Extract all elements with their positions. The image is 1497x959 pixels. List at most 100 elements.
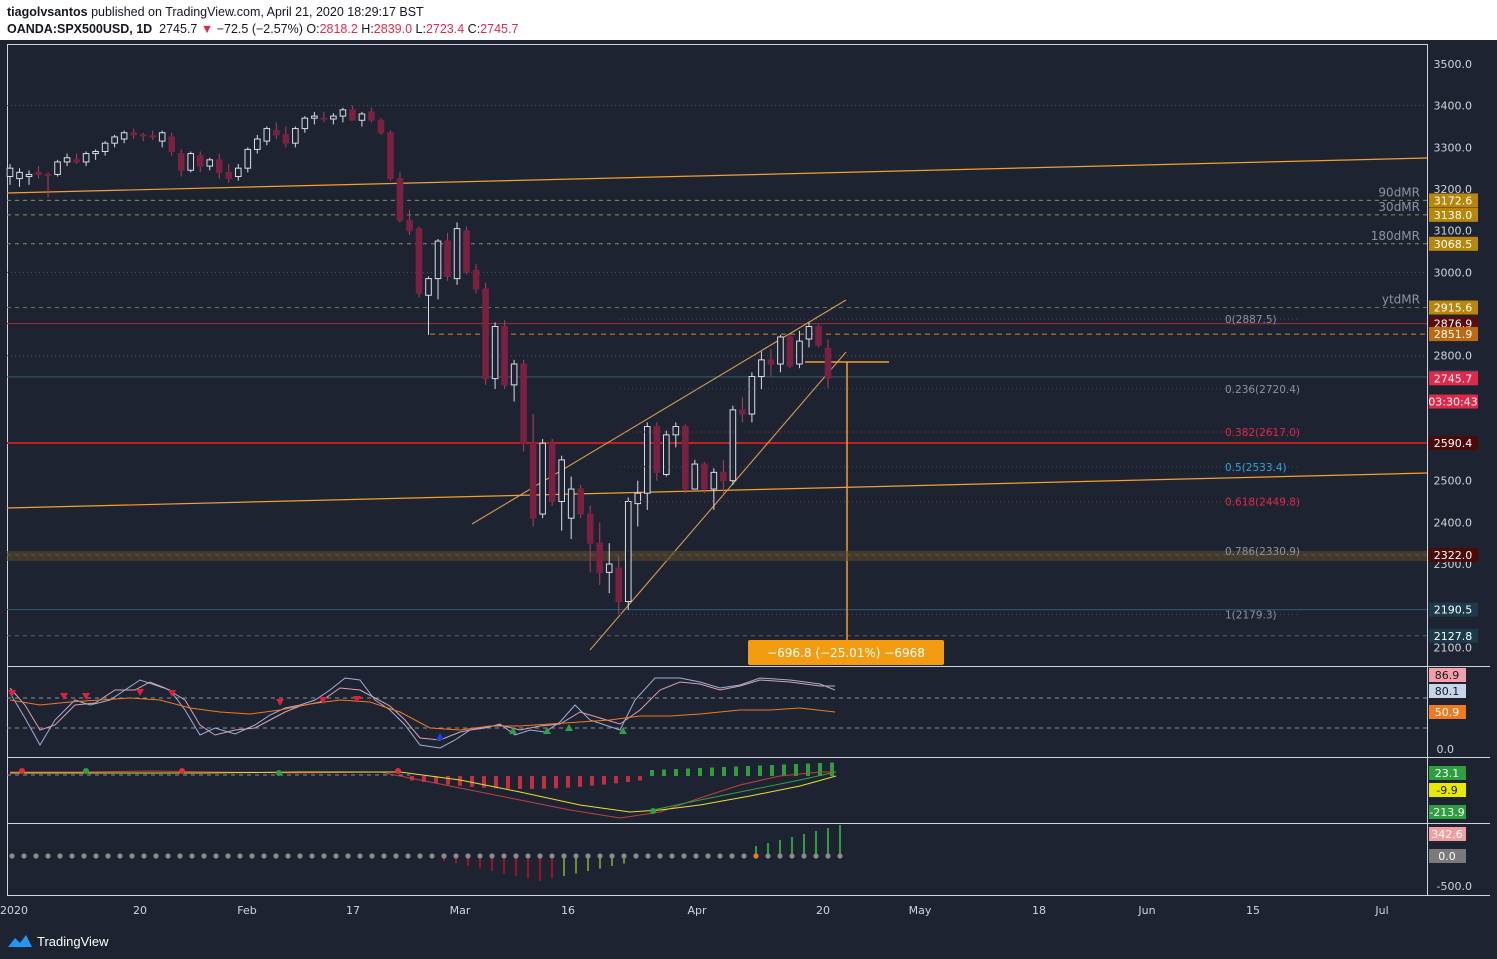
momentum-dot xyxy=(81,853,87,859)
candle xyxy=(634,480,642,527)
price-tag-box xyxy=(1429,602,1478,617)
momentum-dot xyxy=(405,853,411,859)
candle-body xyxy=(586,513,594,544)
x-tick-label: 2020 xyxy=(0,904,28,917)
candle-body xyxy=(158,132,166,142)
momentum-dot xyxy=(489,853,495,859)
candle xyxy=(206,157,214,171)
fib-label: 0(2887.5) xyxy=(1225,314,1277,326)
macd-bar xyxy=(650,770,654,776)
macd-bar xyxy=(470,776,474,787)
candle-body xyxy=(82,153,90,163)
momentum-dot xyxy=(9,853,15,859)
high-label: H: xyxy=(361,22,374,36)
candle xyxy=(567,476,575,540)
price-axis[interactable]: 3500.0 3400.0 3300.0 3200.0 3100.0 3000.0 2800… xyxy=(1434,58,1473,654)
candle xyxy=(777,334,784,373)
candle-body xyxy=(691,463,699,490)
candle xyxy=(101,141,109,156)
candle-body xyxy=(434,240,442,280)
price-tag-box xyxy=(1429,436,1478,451)
candle xyxy=(54,159,61,177)
stoch-rsi-pane xyxy=(7,677,1427,749)
brand-name: TradingView xyxy=(37,933,109,949)
candle-body xyxy=(120,132,128,140)
momentum-dot xyxy=(357,853,363,859)
candle xyxy=(520,359,527,452)
macd-bar xyxy=(602,776,606,785)
candle-body xyxy=(729,409,737,482)
x-tick-label: 15 xyxy=(1246,904,1260,917)
candle xyxy=(377,118,385,135)
momentum-dot xyxy=(213,853,219,859)
candle xyxy=(16,168,23,187)
candle xyxy=(158,130,166,148)
price-tag-text: 2915.6 xyxy=(1434,302,1473,315)
macd-bar xyxy=(758,765,762,776)
macd-bar xyxy=(782,764,786,776)
macd-tag-box xyxy=(1429,783,1466,797)
publish-info: published on TradingView.com, April 21, … xyxy=(91,5,424,19)
candle xyxy=(434,239,442,300)
candle xyxy=(234,164,242,181)
candle xyxy=(577,484,584,519)
candle xyxy=(463,226,470,275)
candle-body xyxy=(710,471,718,490)
macd-bar xyxy=(734,766,738,776)
momentum-dot xyxy=(21,853,27,859)
momentum-dot xyxy=(693,853,699,859)
candle xyxy=(653,422,661,481)
momentum-dot xyxy=(777,853,783,859)
macd-bar xyxy=(518,776,522,789)
candle-body xyxy=(177,153,185,171)
macd-bar xyxy=(710,767,714,776)
candle xyxy=(6,164,14,185)
tradingview-logo[interactable]: TradingView xyxy=(7,933,109,949)
candle xyxy=(225,164,233,183)
candle xyxy=(748,372,756,423)
y-tick-label: 2500.0 xyxy=(1434,475,1473,488)
publish-line: tiagolvsantos published on TradingView.c… xyxy=(7,5,424,19)
momentum-dot xyxy=(669,853,675,859)
candle xyxy=(215,153,223,179)
momentum-dot xyxy=(117,853,123,859)
candle xyxy=(482,282,489,385)
candle-body xyxy=(368,111,375,121)
momentum-dot xyxy=(801,853,807,859)
author-name[interactable]: tiagolvsantos xyxy=(7,5,88,19)
candle xyxy=(796,330,803,369)
x-tick-label: 20 xyxy=(816,904,830,917)
momentum-dot xyxy=(309,853,315,859)
momentum-dot xyxy=(189,853,195,859)
momentum-dot xyxy=(333,853,339,859)
price-change: −72.5 (−2.57%) xyxy=(216,22,303,36)
time-axis[interactable]: 2020 20 Feb 17 Mar 16 Apr 20 May 18 Jun 15 Jul xyxy=(0,904,1389,917)
macd-bar xyxy=(698,768,702,776)
last-price: 2745.7 xyxy=(159,22,198,36)
candle-body xyxy=(339,109,347,117)
candle xyxy=(691,459,699,490)
candle-body xyxy=(263,128,271,142)
y-tick-label: 3500.0 xyxy=(1434,58,1473,71)
candle xyxy=(710,468,718,510)
price-tag-text: 03:30:43 xyxy=(1428,396,1477,409)
momentum-dot xyxy=(429,853,435,859)
candle xyxy=(615,555,623,615)
momentum-dot xyxy=(549,853,555,859)
fib-label: 0.786(2330.9) xyxy=(1225,546,1300,558)
momentum-dot xyxy=(345,853,351,859)
candle xyxy=(35,166,42,179)
momentum-dot xyxy=(141,853,147,859)
price-tag-text: 3172.6 xyxy=(1434,194,1473,207)
low-value: 2723.4 xyxy=(425,22,465,36)
candle xyxy=(273,122,280,140)
macd-bar xyxy=(674,769,678,776)
macd-bar xyxy=(638,776,642,781)
candle-body xyxy=(824,347,832,379)
y-tick-label: 2100.0 xyxy=(1434,641,1473,654)
symbol-label[interactable]: OANDA:SPX500USD, 1D xyxy=(7,22,153,36)
candle xyxy=(330,113,337,125)
momentum-tag-box xyxy=(1429,849,1466,863)
measure-label: −696.8 (−25.01%) −6968 xyxy=(767,646,925,660)
